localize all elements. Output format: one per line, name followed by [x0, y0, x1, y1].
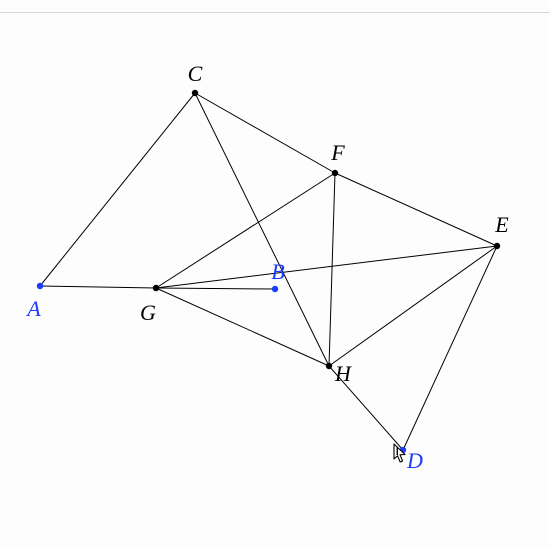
edge-FH[interactable]: [329, 173, 335, 366]
edge-AG[interactable]: [40, 286, 156, 288]
point-D[interactable]: [400, 447, 406, 453]
diagram-stage[interactable]: ABCDEFGH: [0, 0, 550, 547]
point-F[interactable]: [332, 170, 338, 176]
edge-ED[interactable]: [403, 246, 497, 450]
point-B[interactable]: [272, 286, 278, 292]
geometry-canvas[interactable]: [0, 0, 550, 547]
edge-DH[interactable]: [329, 366, 403, 450]
edge-GE[interactable]: [156, 246, 497, 288]
edge-FE[interactable]: [335, 173, 497, 246]
point-A[interactable]: [37, 283, 43, 289]
edge-GB[interactable]: [156, 288, 275, 289]
point-E[interactable]: [494, 243, 500, 249]
point-G[interactable]: [153, 285, 159, 291]
edge-AC[interactable]: [40, 93, 195, 286]
edge-GF[interactable]: [156, 173, 335, 288]
edge-CF[interactable]: [195, 93, 335, 173]
edge-GH[interactable]: [156, 288, 329, 366]
point-C[interactable]: [192, 90, 198, 96]
edge-CH[interactable]: [195, 93, 329, 366]
point-H[interactable]: [326, 363, 332, 369]
